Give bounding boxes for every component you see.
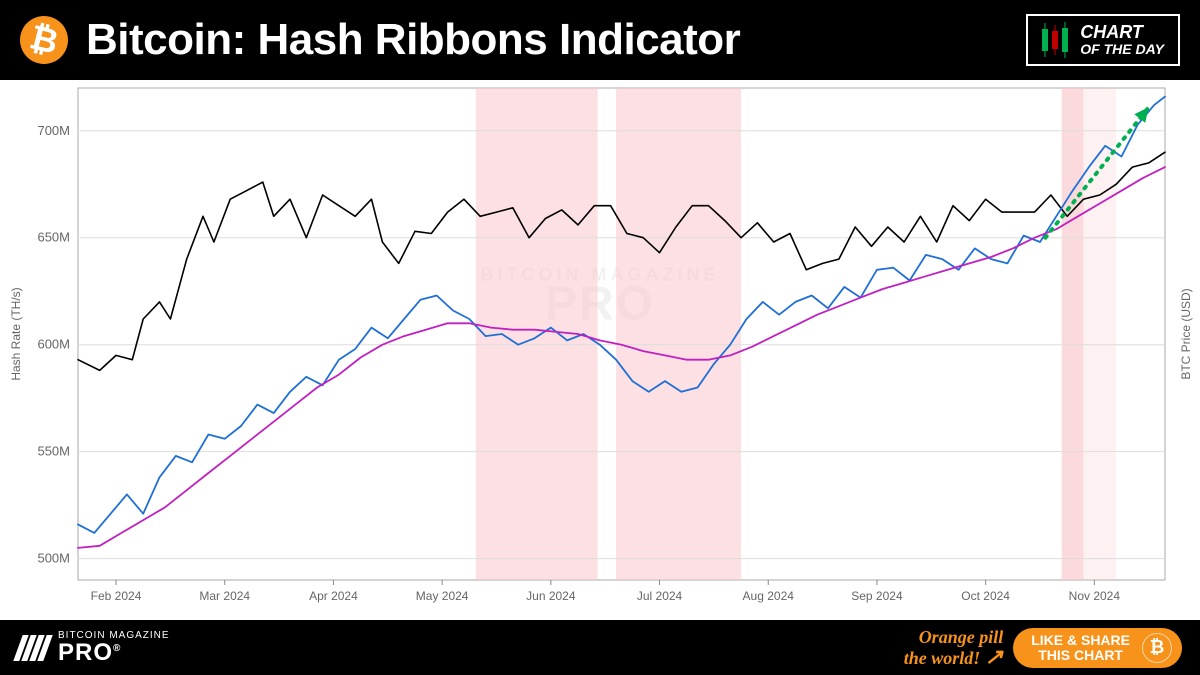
svg-text:650M: 650M [37,230,70,245]
badge-line1: CHART [1080,23,1164,42]
svg-text:550M: 550M [37,444,70,459]
svg-text:Jul 2024: Jul 2024 [637,589,683,603]
svg-text:Sep 2024: Sep 2024 [851,589,903,603]
svg-text:Apr 2024: Apr 2024 [309,589,358,603]
bitcoin-icon: ₿ [20,16,68,64]
svg-text:May 2024: May 2024 [416,589,469,603]
slogan: Orange pill the world! ↗ [904,628,1003,668]
svg-text:Feb 2024: Feb 2024 [91,589,142,603]
brand-large: PRO® [58,641,170,665]
chart-of-the-day-badge: CHART OF THE DAY [1026,14,1180,66]
svg-text:Nov 2024: Nov 2024 [1069,589,1121,603]
bitcoin-icon: ₿ [1142,633,1172,663]
svg-text:Hash Rate (TH/s): Hash Rate (TH/s) [9,287,23,380]
svg-text:BTC Price (USD): BTC Price (USD) [1179,288,1193,379]
stripes-icon [13,635,52,661]
pro-logo: BITCOIN MAGAZINE PRO® [18,631,170,665]
svg-text:Oct 2024: Oct 2024 [961,589,1010,603]
like-share-button[interactable]: LIKE & SHARE THIS CHART ₿ [1013,628,1182,668]
footer-bar: BITCOIN MAGAZINE PRO® Orange pill the wo… [0,620,1200,675]
svg-text:Aug 2024: Aug 2024 [743,589,795,603]
chart-title: Bitcoin: Hash Ribbons Indicator [86,15,1026,65]
svg-text:Mar 2024: Mar 2024 [199,589,250,603]
chart-svg: 500M 550M 600M 650M 700M Feb 2024 Mar 2024 Apr … [0,80,1200,620]
chart-area: BITCOIN MAGAZINE PRO 500M550M600M650M700… [0,80,1200,620]
badge-line2: OF THE DAY [1080,42,1164,57]
candlestick-icon [1042,28,1068,52]
svg-text:500M: 500M [37,551,70,566]
header-bar: ₿ Bitcoin: Hash Ribbons Indicator CHART … [0,0,1200,80]
svg-text:700M: 700M [37,123,70,138]
svg-text:600M: 600M [37,337,70,352]
svg-text:Jun 2024: Jun 2024 [526,589,576,603]
